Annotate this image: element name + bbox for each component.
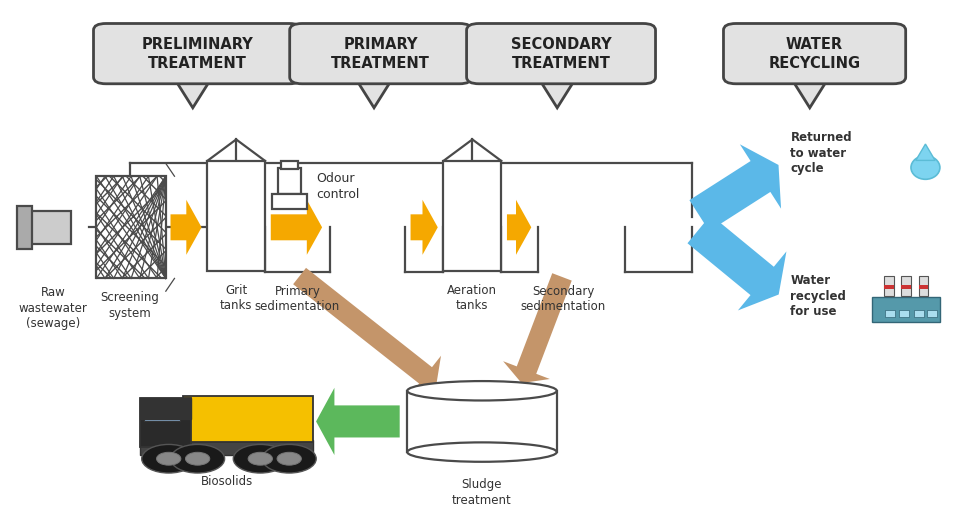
Ellipse shape — [911, 156, 940, 179]
Circle shape — [233, 445, 287, 473]
Bar — [443, 161, 501, 271]
FancyBboxPatch shape — [94, 24, 302, 84]
Bar — [140, 398, 191, 419]
Text: Primary
sedimentation: Primary sedimentation — [254, 285, 340, 313]
Text: SECONDARY
TREATMENT: SECONDARY TREATMENT — [511, 36, 611, 71]
Text: PRELIMINARY
TREATMENT: PRELIMINARY TREATMENT — [142, 36, 254, 71]
Bar — [884, 276, 894, 296]
Bar — [17, 206, 32, 249]
Bar — [140, 398, 191, 447]
Bar — [278, 168, 301, 194]
Bar — [207, 161, 265, 271]
Circle shape — [262, 445, 316, 473]
Polygon shape — [174, 77, 212, 108]
Text: Grit
tanks: Grit tanks — [220, 284, 253, 312]
Bar — [927, 309, 937, 317]
Bar — [183, 396, 313, 442]
Bar — [919, 285, 928, 289]
Bar — [96, 176, 166, 279]
Polygon shape — [916, 144, 935, 160]
Bar — [914, 309, 924, 317]
Bar — [144, 405, 180, 421]
FancyBboxPatch shape — [290, 24, 472, 84]
Polygon shape — [538, 77, 576, 108]
Polygon shape — [355, 77, 393, 108]
Bar — [96, 176, 166, 279]
Bar — [872, 297, 940, 322]
FancyBboxPatch shape — [723, 24, 906, 84]
Bar — [281, 161, 298, 169]
Bar — [885, 309, 895, 317]
Text: Water
recycled
for use: Water recycled for use — [790, 274, 846, 318]
Circle shape — [248, 452, 273, 465]
Text: PRIMARY
TREATMENT: PRIMARY TREATMENT — [332, 36, 430, 71]
Text: Sludge
treatment: Sludge treatment — [452, 478, 512, 507]
Text: Aeration
tanks: Aeration tanks — [447, 284, 497, 312]
Circle shape — [156, 452, 181, 465]
Text: WATER
RECYCLING: WATER RECYCLING — [768, 36, 861, 71]
FancyBboxPatch shape — [467, 24, 656, 84]
Ellipse shape — [408, 381, 557, 400]
Text: Odour
control: Odour control — [316, 172, 360, 201]
Circle shape — [142, 445, 196, 473]
Text: Screening
system: Screening system — [100, 291, 160, 320]
Ellipse shape — [408, 443, 557, 462]
Bar — [901, 276, 911, 296]
Bar — [901, 285, 911, 289]
Bar — [407, 391, 557, 452]
Circle shape — [277, 452, 302, 465]
Circle shape — [171, 445, 225, 473]
Bar — [272, 194, 307, 209]
Text: Returned
to water
cycle: Returned to water cycle — [790, 131, 852, 175]
Bar — [140, 440, 313, 455]
Text: Raw
wastewater
(sewage): Raw wastewater (sewage) — [18, 286, 88, 330]
Bar — [919, 276, 928, 296]
Bar — [884, 285, 894, 289]
Bar — [21, 211, 71, 244]
Polygon shape — [790, 77, 829, 108]
Circle shape — [185, 452, 210, 465]
Bar — [899, 309, 909, 317]
Text: Biosolids: Biosolids — [201, 475, 253, 488]
Text: Secondary
sedimentation: Secondary sedimentation — [521, 285, 605, 313]
